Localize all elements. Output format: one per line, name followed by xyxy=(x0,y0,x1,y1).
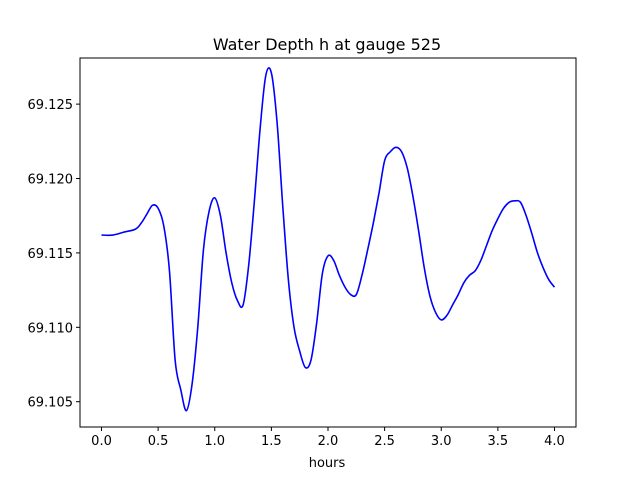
y-axis: 69.105 69.110 69.115 69.120 69.125 xyxy=(28,98,80,411)
y-tick-label: 69.115 xyxy=(28,247,74,262)
plot-area xyxy=(80,58,576,427)
y-tick-label: 69.120 xyxy=(28,173,74,188)
chart-title: Water Depth h at gauge 525 xyxy=(213,35,441,54)
series-line xyxy=(101,67,556,412)
x-tick-label: 4.0 xyxy=(544,434,565,449)
x-tick-label: 1.0 xyxy=(204,434,225,449)
x-axis-label: hours xyxy=(309,456,346,471)
y-tick-label: 69.125 xyxy=(28,98,74,113)
y-tick-label: 69.110 xyxy=(28,321,74,336)
series-layer xyxy=(101,67,556,412)
x-tick-label: 3.5 xyxy=(488,434,509,449)
x-tick-label: 0.0 xyxy=(91,434,112,449)
x-tick-label: 2.0 xyxy=(318,434,339,449)
x-axis: 0.0 0.5 1.0 1.5 2.0 2.5 3.0 3.5 4.0 xyxy=(91,427,565,449)
y-tick-label: 69.105 xyxy=(28,396,74,411)
x-tick-label: 0.5 xyxy=(148,434,169,449)
x-tick-label: 1.5 xyxy=(261,434,282,449)
x-tick-label: 3.0 xyxy=(431,434,452,449)
x-tick-label: 2.5 xyxy=(374,434,395,449)
